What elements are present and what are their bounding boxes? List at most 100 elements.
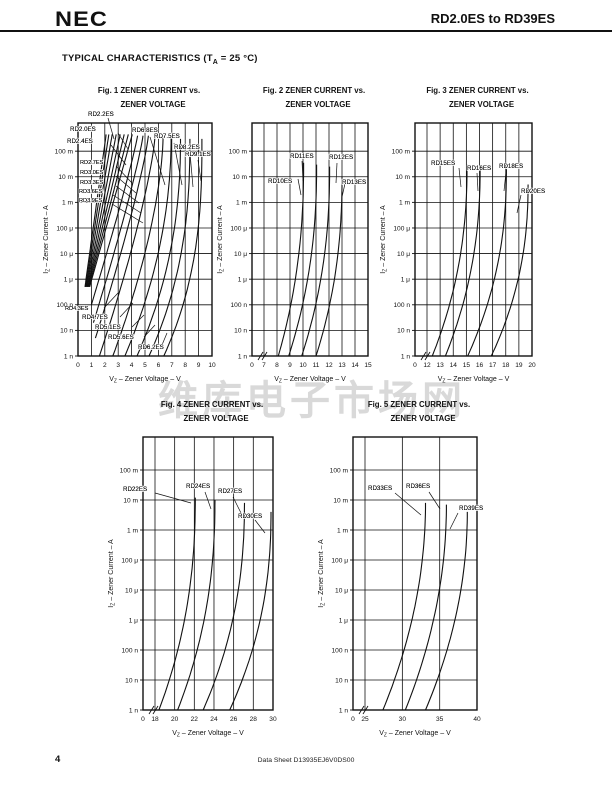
x-tick-label: 0	[413, 362, 417, 369]
curve-label: RD2.7ES	[80, 160, 104, 166]
curve-label: RD20ES	[521, 188, 545, 195]
x-tick-label: 0	[250, 362, 254, 369]
y-tick-label: 100 μ	[56, 225, 73, 232]
x-tick-label: 40	[473, 716, 481, 723]
curve-label: RD12ES	[329, 154, 353, 161]
curve-label: RD36ES	[406, 483, 430, 490]
y-tick-label: 1 m	[337, 527, 348, 534]
curve-label: RD5.1ES	[95, 324, 121, 331]
x-tick-label: 20	[171, 716, 179, 723]
y-tick-label: 100 μ	[393, 225, 410, 232]
nec-logo: NEC	[55, 8, 109, 31]
x-axis-label: VZ – Zener Voltage – V	[438, 376, 510, 385]
curve-label: RD9.1ES	[185, 151, 211, 158]
section-title-rest: = 25 °C)	[217, 53, 258, 64]
curve-label: RD27ES	[218, 488, 242, 495]
x-tick-label: 25	[361, 716, 369, 723]
y-tick-label: 1 m	[62, 200, 73, 207]
curve-label: RD20ES	[521, 188, 545, 195]
x-tick-label: 12	[423, 362, 431, 369]
figure-title-line2: ZENER VOLTAGE	[390, 414, 455, 423]
curve-label: RD10ES	[268, 178, 292, 185]
curve-label: RD5.6ES	[108, 334, 134, 341]
curve-label: RD3.9ES	[79, 198, 103, 204]
section-title: TYPICAL CHARACTERISTICS (TA = 25 °C)	[62, 53, 258, 66]
curve-label: RD16ES	[467, 165, 491, 172]
y-tick-label: 10 n	[397, 328, 410, 335]
x-tick-label: 19	[515, 362, 523, 369]
y-tick-label: 10 m	[123, 497, 138, 504]
x-tick-label: 8	[275, 362, 279, 369]
y-tick-label: 1 μ	[339, 617, 348, 624]
curve-label: RD10ES	[268, 178, 292, 185]
x-tick-label: 16	[476, 362, 484, 369]
x-tick-label: 11	[313, 362, 320, 369]
curve-label: RD11ES	[290, 153, 314, 160]
y-tick-label: 100 μ	[230, 225, 247, 232]
curve-label: RD2.7ES	[80, 160, 104, 166]
y-tick-label: 10 μ	[335, 587, 348, 594]
y-tick-label: 100 m	[330, 467, 349, 474]
figure-title-line1: Fig. 2 ZENER CURRENT vs.	[263, 86, 365, 95]
figure-title-line1: Fig. 4 ZENER CURRENT vs.	[161, 400, 263, 409]
curve-label: RD33ES	[368, 485, 392, 492]
x-tick-label: 10	[208, 362, 216, 369]
curve-label: RD15ES	[431, 160, 455, 167]
curve-label: RD2.2ES	[88, 111, 114, 118]
y-tick-label: 1 μ	[129, 617, 138, 624]
x-tick-label: 22	[191, 716, 199, 723]
curve-label: RD6.2ES	[138, 344, 164, 351]
figure-title-line2: ZENER VOLTAGE	[120, 100, 185, 109]
y-tick-label: 1 m	[399, 200, 410, 207]
y-tick-label: 100 m	[392, 148, 411, 155]
x-axis-label: VZ – Zener Voltage – V	[274, 376, 346, 385]
curve-label: RD2.0ES	[70, 126, 96, 133]
curve-label: RD9.1ES	[185, 151, 211, 158]
x-tick-label: 17	[489, 362, 497, 369]
doc-ref: Data Sheet D13935EJ6V0DS00	[257, 757, 355, 764]
y-tick-label: 1 μ	[64, 276, 73, 283]
header-rule	[0, 30, 612, 32]
x-axis-label: VZ – Zener Voltage – V	[109, 376, 181, 385]
x-tick-label: 0	[76, 362, 80, 369]
figure-title-line1: Fig. 5 ZENER CURRENT vs.	[368, 400, 470, 409]
curve-label: RD7.5ES	[154, 133, 180, 140]
y-tick-label: 100 n	[56, 302, 73, 309]
y-tick-label: 1 m	[127, 527, 138, 534]
curve-label: RD18ES	[499, 163, 523, 170]
y-tick-label: 1 n	[401, 353, 410, 360]
curve-label: RD3.9ES	[79, 198, 103, 204]
y-tick-label: 10 μ	[234, 251, 247, 258]
curve-label: RD4.7ES	[82, 314, 108, 321]
curve-label: RD3.3ES	[80, 180, 104, 186]
curve-label: RD5.1ES	[95, 324, 121, 331]
curve-label: RD16ES	[467, 165, 491, 172]
y-axis-label: IZ – Zener Current – A	[318, 539, 327, 608]
y-tick-label: 10 m	[395, 174, 410, 181]
x-tick-label: 14	[351, 362, 359, 369]
x-tick-label: 9	[288, 362, 292, 369]
section-title-sub: A	[212, 58, 218, 66]
y-tick-label: 1 m	[236, 200, 247, 207]
x-tick-label: 1	[90, 362, 94, 369]
x-tick-label: 0	[141, 716, 145, 723]
page-number: 4	[55, 754, 61, 765]
x-tick-label: 18	[502, 362, 510, 369]
x-tick-label: 18	[151, 716, 159, 723]
y-tick-label: 10 n	[335, 677, 348, 684]
x-tick-label: 30	[269, 716, 277, 723]
y-tick-label: 100 m	[120, 467, 139, 474]
part-range-title: RD2.0ES to RD39ES	[430, 11, 555, 26]
y-axis-label: IZ – Zener Current – A	[380, 205, 389, 274]
curve-label: RD24ES	[186, 483, 210, 490]
y-tick-label: 100 n	[121, 647, 138, 654]
curve-label: RD30ES	[238, 513, 262, 520]
x-tick-label: 8	[183, 362, 187, 369]
y-tick-label: 10 m	[232, 174, 247, 181]
curve-label: RD2.4ES	[67, 138, 93, 145]
y-tick-label: 100 μ	[331, 557, 348, 564]
curve-label: RD3.0ES	[80, 170, 104, 176]
y-tick-label: 1 μ	[238, 276, 247, 283]
curve-label: RD22ES	[123, 486, 147, 493]
curve-label: RD8.2ES	[174, 144, 200, 151]
